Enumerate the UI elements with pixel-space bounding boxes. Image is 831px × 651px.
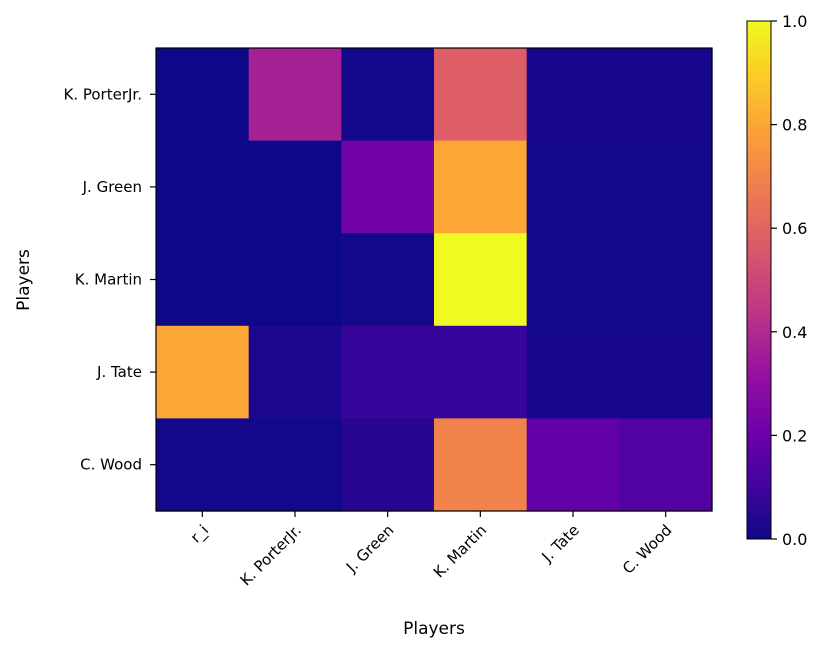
- heatmap-cell: [526, 325, 620, 419]
- heatmap-cell: [341, 233, 435, 327]
- heatmap-cell: [341, 418, 435, 512]
- heatmap-cell: [341, 325, 435, 419]
- colorbar-tick-label: 0.0: [782, 530, 807, 549]
- y-axis-ticks: K. PorterJr. J. Green K. Martin J. Tate C. W…: [64, 85, 156, 474]
- y-tick-label: K. Martin: [75, 271, 142, 289]
- heatmap-cell: [248, 418, 342, 512]
- heatmap-cell: [341, 140, 435, 234]
- x-axis-ticks: r_i K. PorterJr. J. Green K. Martin J. Tate C…: [187, 511, 675, 589]
- heatmap-cell: [248, 233, 342, 327]
- colorbar-tick-label: 0.2: [782, 426, 807, 445]
- heatmap-cells: [156, 48, 713, 512]
- colorbar: [746, 20, 772, 540]
- heatmap-cell: [619, 325, 713, 419]
- colorbar-tick-label: 1.0: [782, 12, 807, 31]
- heatmap-cell: [619, 233, 713, 327]
- heatmap-cell: [434, 325, 528, 419]
- x-tick-label: C. Wood: [619, 521, 675, 577]
- y-axis-label: Players: [14, 249, 34, 311]
- y-tick-label: K. PorterJr.: [64, 85, 143, 103]
- colorbar-tick-label: 0.6: [782, 219, 807, 238]
- heatmap-cell: [248, 140, 342, 234]
- x-tick-label: K. PorterJr.: [237, 521, 305, 589]
- heatmap-cell: [526, 233, 620, 327]
- heatmap-cell: [526, 48, 620, 142]
- x-tick-label: J. Tate: [538, 521, 583, 566]
- heatmap-cell: [619, 140, 713, 234]
- heatmap-cell: [434, 418, 528, 512]
- heatmap-cell: [619, 418, 713, 512]
- x-tick-label: r_i: [187, 521, 213, 547]
- heatmap-cell: [619, 48, 713, 142]
- heatmap-cell: [434, 48, 528, 142]
- heatmap-cell: [434, 233, 528, 327]
- heatmap-cell: [248, 48, 342, 142]
- heatmap-cell: [526, 418, 620, 512]
- y-tick-label: J. Green: [82, 178, 142, 196]
- x-axis-label: Players: [403, 619, 465, 639]
- heatmap-cell: [156, 325, 250, 419]
- heatmap-cell: [341, 48, 435, 142]
- colorbar-tick-label: 0.4: [782, 323, 807, 342]
- y-tick-label: J. Tate: [96, 363, 142, 381]
- colorbar-tick-label: 0.8: [782, 116, 807, 135]
- x-tick-label: K. Martin: [430, 521, 490, 581]
- heatmap-cell: [156, 233, 250, 327]
- heatmap-cell: [156, 140, 250, 234]
- heatmap-cell: [156, 418, 250, 512]
- heatmap-cell: [434, 140, 528, 234]
- heatmap-cell: [248, 325, 342, 419]
- heatmap-cell: [526, 140, 620, 234]
- x-tick-label: J. Green: [342, 521, 397, 576]
- y-tick-label: C. Wood: [80, 456, 142, 474]
- heatmap-cell: [156, 48, 250, 142]
- colorbar-ticks: 0.0 0.2 0.4 0.6 0.8 1.0: [771, 12, 807, 549]
